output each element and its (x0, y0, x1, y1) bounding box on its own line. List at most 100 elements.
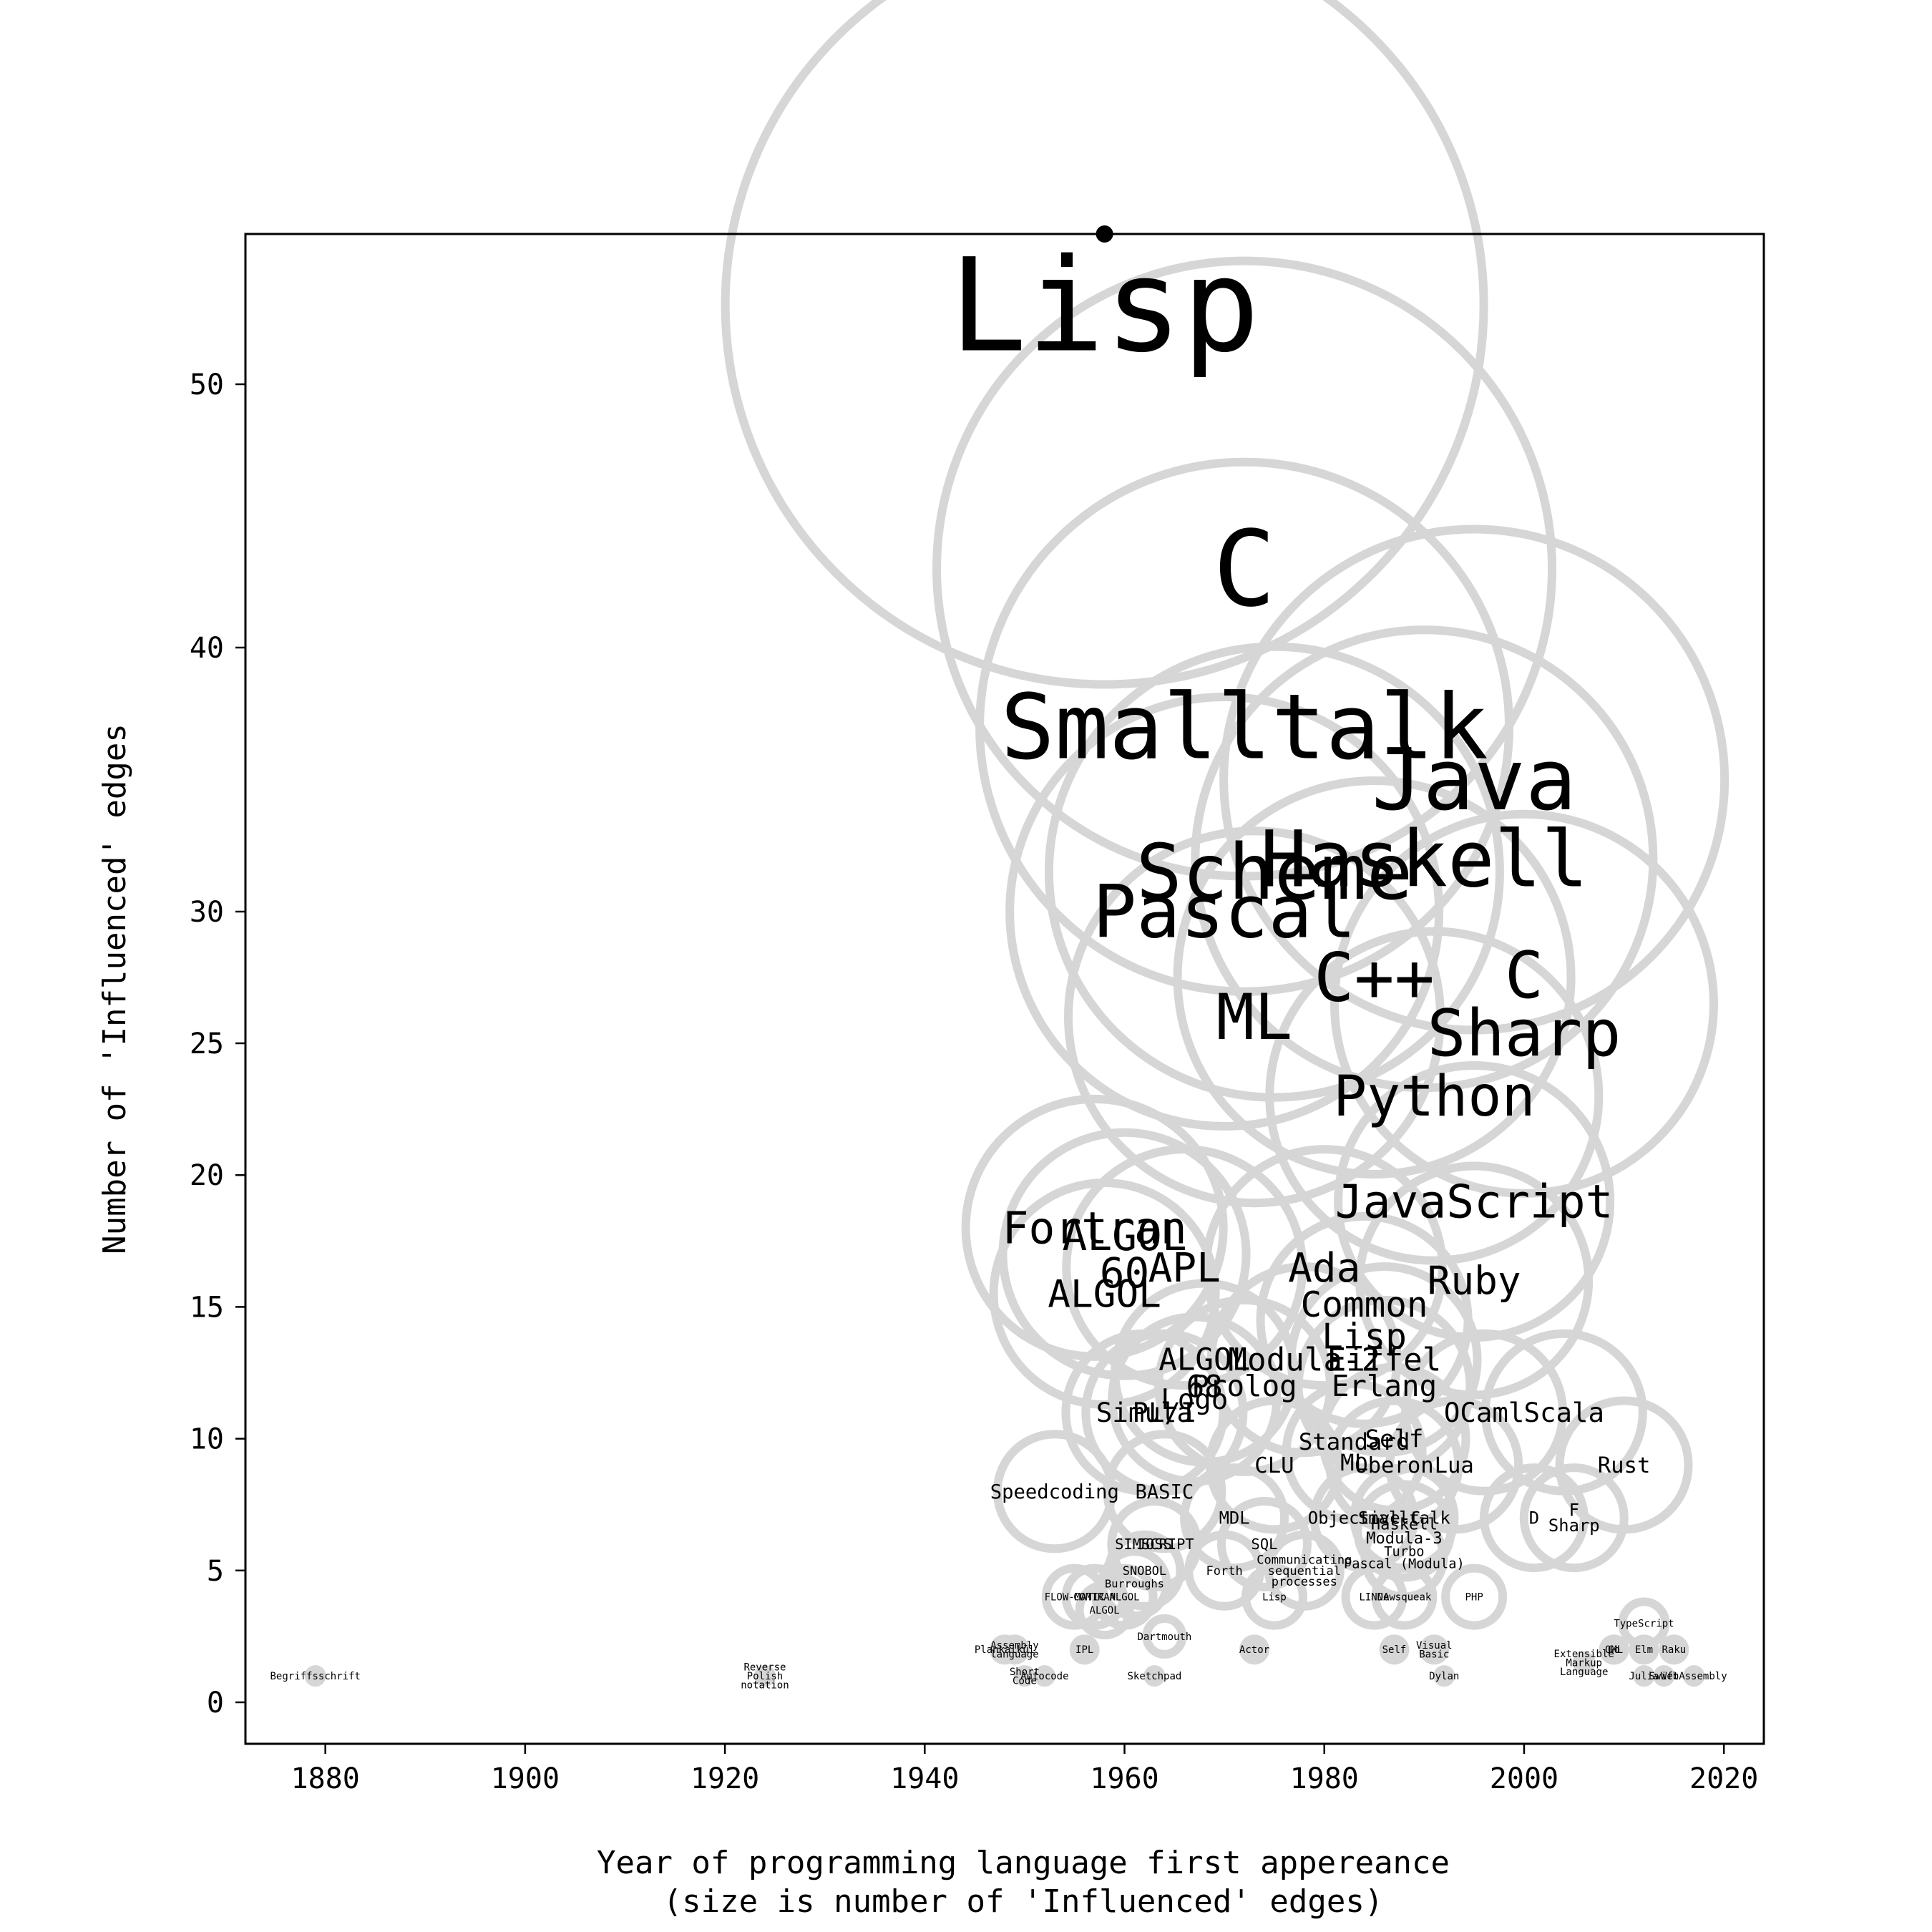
bubble-marker (1075, 1581, 1134, 1640)
language-label: C (1213, 509, 1276, 630)
language-label: Short Code (1010, 1667, 1040, 1687)
language-label: CLU (1254, 1453, 1294, 1478)
language-label: PL/I (1132, 1397, 1196, 1428)
bubble-marker (1659, 1634, 1689, 1665)
bubble-marker (1441, 1563, 1508, 1630)
bubble-marker (1241, 1563, 1307, 1630)
language-label: Actor (1239, 1644, 1269, 1656)
y-tick-label: 20 (190, 1159, 224, 1192)
bubble-marker (1142, 1614, 1187, 1659)
y-tick-label: 40 (190, 632, 224, 665)
language-label: Forth (1206, 1564, 1243, 1579)
bubble-marker (721, 0, 1488, 689)
bubble-marker (1371, 1563, 1438, 1630)
bubble-marker (1069, 1634, 1100, 1665)
bubble-marker (1103, 1430, 1226, 1553)
language-label: Lisp (1262, 1592, 1287, 1604)
language-label: Newsqueak (1377, 1592, 1431, 1604)
language-label: Extensible Markup Language (1554, 1649, 1614, 1678)
language-label: Self (1365, 1425, 1424, 1454)
bubble-marker (1341, 1563, 1407, 1630)
language-label: Ada (1288, 1245, 1360, 1292)
language-label: Autocode (1020, 1671, 1068, 1682)
bubble-marker (1572, 1651, 1596, 1674)
language-label: Julia (1629, 1671, 1659, 1682)
bubble-marker (1219, 525, 1729, 1035)
y-axis-label: Number of 'Influenced' edges (97, 723, 133, 1254)
language-label: Assembly language (990, 1640, 1038, 1661)
language-label: Rust (1598, 1453, 1651, 1478)
language-label: Lisp (950, 232, 1260, 381)
bubble-marker (1044, 642, 1504, 1102)
language-label: BASIC (1135, 1481, 1194, 1503)
y-tick-label: 30 (190, 896, 224, 929)
language-label: Standard ML (1299, 1428, 1410, 1476)
language-label: Eiffel (1327, 1342, 1442, 1379)
language-label: Lua (1435, 1453, 1474, 1478)
language-label: Burroughs (1105, 1578, 1164, 1591)
language-label: ALGOL (1109, 1592, 1139, 1604)
bubble-marker (992, 1430, 1116, 1553)
language-label: APL (1148, 1245, 1221, 1292)
bubble-marker (1379, 1634, 1410, 1665)
bubble-marker (1653, 1665, 1675, 1687)
language-label: Haskell Modula-3 (1366, 1515, 1442, 1548)
language-label: LINDA (1359, 1592, 1390, 1604)
x-tick-label: 1980 (1290, 1762, 1359, 1795)
bubble-marker (1683, 1665, 1705, 1687)
bubble-marker (975, 457, 1514, 996)
language-label: ALGOL (1048, 1272, 1161, 1316)
language-label: ALGOL (1090, 1605, 1120, 1616)
language-label: Prolog (1191, 1369, 1297, 1403)
language-label: Dartmouth (1137, 1631, 1191, 1643)
language-label: Communicating sequential processes (1257, 1553, 1352, 1589)
language-label: Scheme (1136, 829, 1413, 917)
language-label: SIMSCRIPT (1115, 1536, 1194, 1553)
language-label: FLOW-MATIC (1045, 1592, 1105, 1604)
language-label: F Sharp (1548, 1501, 1600, 1536)
x-axis-label: Year of programming language first apper… (597, 1845, 1450, 1920)
language-label: Python (1333, 1064, 1535, 1129)
language-label: SQL (1252, 1536, 1278, 1553)
language-label: Sketchpad (1127, 1671, 1181, 1682)
language-label: JavaScript (1335, 1176, 1614, 1229)
bubble-marker (753, 1665, 776, 1687)
language-label: Elm (1635, 1644, 1653, 1656)
bubble-marker (304, 1665, 326, 1687)
language-label: Fortran (1002, 1203, 1187, 1254)
language-label: ALGOL 60 (1063, 1211, 1187, 1297)
bubble-marker (1033, 1665, 1055, 1687)
language-label: Smalltalk (1358, 1508, 1450, 1528)
language-label: MDL (1219, 1508, 1250, 1528)
language-label: Logo (1161, 1384, 1228, 1416)
language-label: Simula (1096, 1397, 1193, 1428)
bubble-marker (1353, 1480, 1455, 1582)
y-tick-label: 5 (207, 1555, 224, 1588)
language-label: Self (1382, 1644, 1407, 1656)
y-tick-label: 25 (190, 1028, 224, 1060)
y-tick-label: 50 (190, 369, 224, 401)
language-label: Common Lisp (1301, 1284, 1428, 1357)
language-label: Go (1608, 1644, 1620, 1656)
bubble-marker (1419, 1634, 1450, 1665)
bubble-marker (1239, 1634, 1270, 1665)
bubble-marker (1064, 826, 1445, 1208)
x-tick-label: 1940 (890, 1762, 959, 1795)
language-label: Haskell (1260, 814, 1589, 904)
language-label: Reverse Polish notation (741, 1662, 789, 1691)
language-label: WebAssembly (1661, 1671, 1727, 1682)
language-label: Modula-2 (1228, 1342, 1380, 1379)
language-label: Dylan (1429, 1671, 1459, 1682)
language-label: Visual Basic (1416, 1640, 1453, 1661)
y-axis-ticks: 0 5 10 15 20 25 30 40 50 (190, 369, 245, 1719)
bubble-marker (1201, 1145, 1447, 1390)
y-tick-label: 15 (190, 1291, 224, 1324)
language-label: SNOBOL (1123, 1564, 1166, 1579)
language-label: TypeScript (1614, 1618, 1674, 1629)
language-label: Smalltalk (1000, 675, 1488, 780)
language-label: IPL (1075, 1644, 1093, 1656)
bubble-marker (1433, 1665, 1455, 1687)
language-label: Pascal (1093, 870, 1356, 955)
y-tick-label: 0 (207, 1687, 224, 1719)
